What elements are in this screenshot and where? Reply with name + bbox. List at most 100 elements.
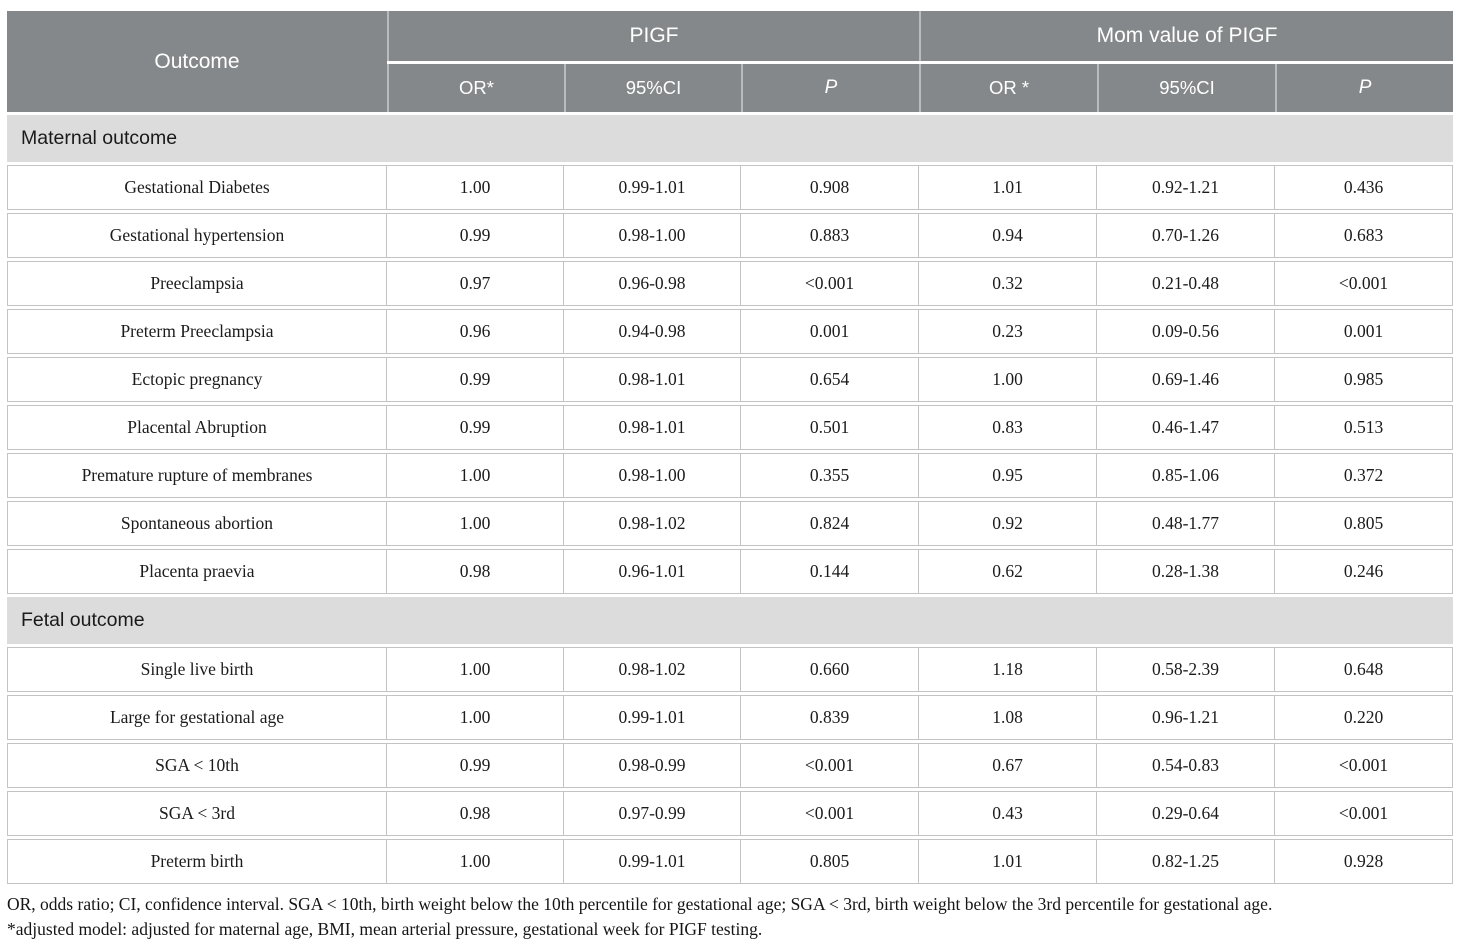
cell-or_pigf: 0.96: [387, 309, 564, 354]
cell-ci_pigf: 0.99-1.01: [564, 695, 741, 740]
section-row: Maternal outcome: [7, 115, 1454, 162]
table-row: SGA < 3rd 0.98 0.97-0.99 <0.001 0.43 0.29-0.6…: [7, 791, 1454, 836]
cell-p_mom: 0.928: [1275, 839, 1454, 884]
cell-outcome: Premature rupture of membranes: [7, 453, 387, 498]
cell-p_mom: <0.001: [1275, 743, 1454, 788]
cell-p_mom: 0.436: [1275, 165, 1454, 210]
header-sub-row: OR* 95%CI P OR * 95%CI P: [7, 64, 1454, 112]
column-header-p-mom: P: [1275, 64, 1454, 112]
cell-ci_mom: 0.09-0.56: [1097, 309, 1276, 354]
column-header-ci-pigf: 95%CI: [564, 64, 741, 112]
cell-or_mom: 0.67: [919, 743, 1098, 788]
cell-or_mom: 1.01: [919, 839, 1098, 884]
cell-p_pigf: 0.883: [741, 213, 920, 258]
cell-outcome: Gestational hypertension: [7, 213, 387, 258]
footnote-abbreviations: OR, odds ratio; CI, confidence interval.…: [7, 894, 1273, 914]
header-group-row: Outcome PIGF Mom value of PIGF: [7, 11, 1454, 112]
cell-or_pigf: 1.00: [387, 453, 564, 498]
cell-ci_mom: 0.28-1.38: [1097, 549, 1276, 594]
cell-ci_mom: 0.29-0.64: [1097, 791, 1276, 836]
cell-p_pigf: 0.001: [741, 309, 920, 354]
cell-outcome: Ectopic pregnancy: [7, 357, 387, 402]
cell-or_mom: 0.43: [919, 791, 1098, 836]
cell-outcome: SGA < 3rd: [7, 791, 387, 836]
cell-or_mom: 1.18: [919, 647, 1098, 692]
cell-or_mom: 0.94: [919, 213, 1098, 258]
cell-or_pigf: 0.99: [387, 743, 564, 788]
cell-ci_pigf: 0.98-1.00: [564, 453, 741, 498]
cell-p_pigf: 0.824: [741, 501, 920, 546]
outcome-table: Outcome PIGF Mom value of PIGF OR* 95%CI…: [7, 8, 1454, 887]
cell-p_mom: <0.001: [1275, 261, 1454, 306]
cell-p_pigf: 0.355: [741, 453, 920, 498]
cell-or_mom: 0.23: [919, 309, 1098, 354]
table-row: Gestational hypertension 0.99 0.98-1.00 0.8…: [7, 213, 1454, 258]
cell-or_pigf: 0.98: [387, 549, 564, 594]
cell-outcome: Preeclampsia: [7, 261, 387, 306]
cell-ci_mom: 0.70-1.26: [1097, 213, 1276, 258]
cell-p_pigf: <0.001: [741, 743, 920, 788]
table-row: Preterm birth 1.00 0.99-1.01 0.805 1.01 0.82-…: [7, 839, 1454, 884]
cell-outcome: Gestational Diabetes: [7, 165, 387, 210]
table-row: Ectopic pregnancy 0.99 0.98-1.01 0.654 1.00 0…: [7, 357, 1454, 402]
cell-p_mom: 0.372: [1275, 453, 1454, 498]
cell-p_pigf: 0.805: [741, 839, 920, 884]
cell-or_mom: 0.83: [919, 405, 1098, 450]
cell-p_mom: 0.805: [1275, 501, 1454, 546]
table-row: Preeclampsia 0.97 0.96-0.98 <0.001 0.32 0.21-…: [7, 261, 1454, 306]
footnote-adjusted-model: *adjusted model: adjusted for maternal a…: [7, 919, 763, 939]
cell-p_mom: <0.001: [1275, 791, 1454, 836]
cell-ci_pigf: 0.97-0.99: [564, 791, 741, 836]
column-group-pigf: PIGF: [387, 11, 920, 61]
cell-p_pigf: 0.144: [741, 549, 920, 594]
column-header-ci-mom: 95%CI: [1097, 64, 1276, 112]
cell-ci_mom: 0.85-1.06: [1097, 453, 1276, 498]
cell-p_mom: 0.513: [1275, 405, 1454, 450]
column-group-mom-value-pigf: Mom value of PIGF: [919, 11, 1454, 61]
table-row: Spontaneous abortion 1.00 0.98-1.02 0.824 0.…: [7, 501, 1454, 546]
table-header: Outcome PIGF Mom value of PIGF OR* 95%CI…: [7, 11, 1454, 112]
table-row: Single live birth 1.00 0.98-1.02 0.660 1.18 0…: [7, 647, 1454, 692]
cell-or_pigf: 1.00: [387, 647, 564, 692]
cell-p_pigf: 0.654: [741, 357, 920, 402]
cell-ci_mom: 0.58-2.39: [1097, 647, 1276, 692]
cell-outcome: Preterm Preeclampsia: [7, 309, 387, 354]
cell-ci_pigf: 0.98-1.01: [564, 357, 741, 402]
table-row: Gestational Diabetes 1.00 0.99-1.01 0.908 1.…: [7, 165, 1454, 210]
cell-ci_mom: 0.92-1.21: [1097, 165, 1276, 210]
cell-or_mom: 0.95: [919, 453, 1098, 498]
table-row: Preterm Preeclampsia 0.96 0.94-0.98 0.001 0.…: [7, 309, 1454, 354]
cell-p_pigf: <0.001: [741, 261, 920, 306]
cell-outcome: Placenta praevia: [7, 549, 387, 594]
cell-ci_pigf: 0.98-1.01: [564, 405, 741, 450]
section-label: Maternal outcome: [7, 115, 1454, 162]
cell-p_pigf: 0.839: [741, 695, 920, 740]
cell-p_mom: 0.648: [1275, 647, 1454, 692]
column-header-outcome: Outcome: [7, 11, 387, 112]
cell-or_pigf: 0.97: [387, 261, 564, 306]
table-body: Maternal outcome Gestational Diabetes 1.00…: [7, 115, 1454, 884]
cell-or_pigf: 1.00: [387, 501, 564, 546]
table-row: Premature rupture of membranes 1.00 0.98-1…: [7, 453, 1454, 498]
cell-ci_pigf: 0.96-1.01: [564, 549, 741, 594]
column-header-or-mom: OR *: [919, 64, 1098, 112]
cell-or_pigf: 0.99: [387, 405, 564, 450]
section-label: Fetal outcome: [7, 597, 1454, 644]
cell-outcome: Large for gestational age: [7, 695, 387, 740]
cell-or_mom: 0.92: [919, 501, 1098, 546]
cell-p_mom: 0.246: [1275, 549, 1454, 594]
column-header-p-pigf: P: [741, 64, 920, 112]
cell-p_mom: 0.683: [1275, 213, 1454, 258]
cell-ci_pigf: 0.98-1.02: [564, 501, 741, 546]
cell-p_mom: 0.985: [1275, 357, 1454, 402]
table-row: Large for gestational age 1.00 0.99-1.01 0.…: [7, 695, 1454, 740]
cell-p_pigf: 0.908: [741, 165, 920, 210]
cell-or_pigf: 1.00: [387, 695, 564, 740]
cell-p_pigf: <0.001: [741, 791, 920, 836]
cell-p_mom: 0.220: [1275, 695, 1454, 740]
cell-or_mom: 1.00: [919, 357, 1098, 402]
section-row: Fetal outcome: [7, 597, 1454, 644]
table-footnotes: OR, odds ratio; CI, confidence interval.…: [7, 892, 1453, 942]
cell-or_mom: 1.01: [919, 165, 1098, 210]
cell-outcome: Spontaneous abortion: [7, 501, 387, 546]
